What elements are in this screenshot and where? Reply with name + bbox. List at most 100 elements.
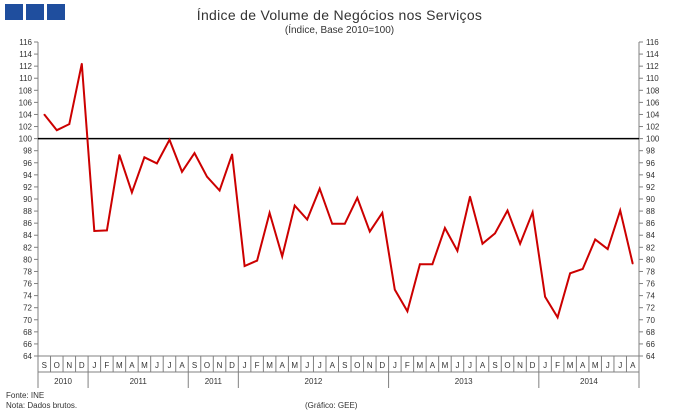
y-tick-label-right: 78 xyxy=(646,267,655,276)
x-tick-label: D xyxy=(379,361,385,370)
y-tick-label-right: 86 xyxy=(646,219,655,228)
data-point xyxy=(243,265,246,267)
x-tick-label: A xyxy=(279,361,285,370)
x-tick-label: J xyxy=(618,361,622,370)
x-tick-label: N xyxy=(66,361,72,370)
x-tick-label: M xyxy=(116,361,123,370)
data-point xyxy=(68,123,71,125)
x-tick-label: A xyxy=(480,361,486,370)
data-point xyxy=(118,154,121,156)
data-point xyxy=(406,310,409,313)
x-tick-label: N xyxy=(217,361,223,370)
y-tick-label-right: 68 xyxy=(646,328,655,337)
y-tick-label-left: 78 xyxy=(23,267,32,276)
year-label: 2010 xyxy=(54,377,72,386)
year-label: 2014 xyxy=(580,377,598,386)
year-label: 2011 xyxy=(130,377,148,386)
source-note: Fonte: INE xyxy=(6,391,45,400)
y-tick-label-right: 70 xyxy=(646,316,655,325)
data-point xyxy=(444,227,446,229)
data-point xyxy=(156,162,158,165)
y-tick-label-right: 80 xyxy=(646,255,655,264)
data-point xyxy=(431,263,434,266)
data-point xyxy=(581,268,584,270)
data-point xyxy=(556,316,559,319)
x-tick-label: A xyxy=(580,361,586,370)
y-tick-label-right: 96 xyxy=(646,159,655,168)
y-tick-label-right: 72 xyxy=(646,304,655,313)
x-tick-label: M xyxy=(291,361,298,370)
x-tick-label: J xyxy=(543,361,547,370)
x-tick-label: N xyxy=(367,361,373,370)
logo-block xyxy=(47,4,65,20)
y-tick-label-left: 100 xyxy=(19,135,33,144)
data-point xyxy=(143,156,146,159)
data-point xyxy=(356,197,359,199)
x-tick-label: F xyxy=(405,361,410,370)
y-tick-label-right: 106 xyxy=(646,98,660,107)
x-tick-label: J xyxy=(468,361,472,370)
x-tick-label: F xyxy=(255,361,260,370)
data-point xyxy=(344,223,346,225)
y-tick-label-left: 68 xyxy=(23,328,32,337)
y-tick-label-left: 70 xyxy=(23,316,32,325)
x-tick-label: F xyxy=(555,361,560,370)
y-tick-label-right: 84 xyxy=(646,231,655,240)
data-point xyxy=(256,259,258,262)
data-point xyxy=(106,229,108,232)
x-tick-label: M xyxy=(567,361,574,370)
data-point xyxy=(569,272,571,275)
data-point xyxy=(506,209,509,212)
y-tick-label-right: 64 xyxy=(646,352,655,361)
x-tick-label: F xyxy=(104,361,109,370)
x-tick-label: S xyxy=(192,361,197,370)
y-tick-label-right: 98 xyxy=(646,147,655,156)
x-tick-label: J xyxy=(92,361,96,370)
data-point xyxy=(519,242,521,245)
x-tick-label: A xyxy=(129,361,135,370)
y-tick-label-left: 102 xyxy=(19,123,33,132)
y-tick-label-left: 86 xyxy=(23,219,32,228)
data-point xyxy=(544,296,546,298)
year-label: 2012 xyxy=(305,377,323,386)
y-tick-label-right: 88 xyxy=(646,207,655,216)
data-point xyxy=(331,223,334,225)
y-tick-label-left: 114 xyxy=(19,50,32,59)
data-point xyxy=(606,248,609,250)
y-tick-label-left: 104 xyxy=(19,110,33,119)
y-tick-label-left: 66 xyxy=(23,340,32,349)
x-tick-label: S xyxy=(42,361,47,370)
x-tick-label: S xyxy=(492,361,497,370)
chart-credit: (Gráfico: GEE) xyxy=(305,401,358,410)
chart-footnotes: Fonte: INE Nota: Dados brutos. xyxy=(6,391,77,411)
y-tick-label-right: 112 xyxy=(646,62,659,71)
data-point xyxy=(193,152,196,154)
x-tick-label: S xyxy=(342,361,347,370)
x-tick-label: J xyxy=(155,361,159,370)
x-tick-label: O xyxy=(204,361,210,370)
data-point xyxy=(231,153,233,156)
x-tick-label: D xyxy=(530,361,536,370)
data-point xyxy=(43,113,46,116)
data-point xyxy=(93,230,96,232)
data-point xyxy=(181,171,183,173)
data-point xyxy=(531,211,534,214)
y-tick-label-right: 66 xyxy=(646,340,655,349)
x-tick-label: M xyxy=(266,361,273,370)
data-point xyxy=(594,238,596,241)
series-line xyxy=(43,63,634,320)
data-point xyxy=(56,129,58,131)
chart-subtitle: (Índice, Base 2010=100) xyxy=(284,25,395,36)
data-point xyxy=(268,212,271,214)
y-tick-label-right: 74 xyxy=(646,292,655,301)
y-tick-label-right: 110 xyxy=(646,74,659,83)
y-tick-label-left: 112 xyxy=(19,62,32,71)
x-tick-label: A xyxy=(430,361,436,370)
data-point xyxy=(218,189,221,192)
data-point xyxy=(481,242,484,245)
y-tick-label-left: 90 xyxy=(23,195,32,204)
y-tick-label-left: 72 xyxy=(23,304,32,313)
y-tick-label-left: 74 xyxy=(23,292,32,301)
data-point xyxy=(306,218,309,221)
